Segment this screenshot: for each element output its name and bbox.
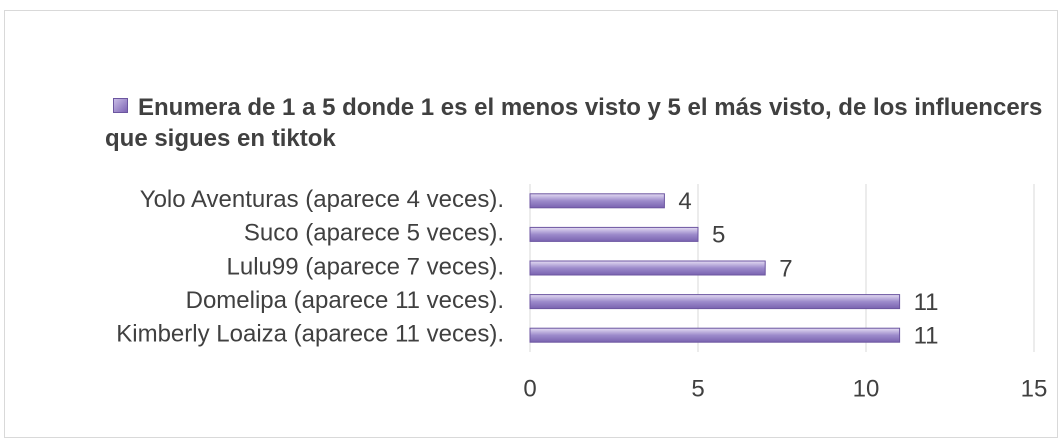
data-label: 5 [712, 222, 725, 249]
chart-frame [4, 10, 1058, 438]
bar [529, 327, 901, 343]
y-tick-label: Domelipa (aparece 11 veces). [186, 287, 504, 314]
bar [529, 260, 766, 276]
y-tick-label: Suco (aparece 5 veces). [244, 220, 504, 247]
data-label: 4 [678, 188, 691, 215]
y-tick-label: Kimberly Loaiza (aparece 11 veces). [116, 321, 504, 348]
x-tick-label: 5 [691, 375, 704, 402]
x-tick-label: 0 [523, 375, 536, 402]
data-label: 11 [914, 289, 939, 316]
chart-title-block: Enumera de 1 a 5 donde 1 es el menos vis… [105, 92, 1050, 154]
x-tick-label: 10 [853, 375, 880, 402]
data-label: 7 [779, 255, 792, 282]
y-tick-label: Yolo Aventuras (aparece 4 veces). [140, 186, 504, 213]
bar [529, 294, 901, 310]
data-label: 11 [914, 323, 939, 350]
bar [529, 226, 699, 242]
y-tick-label: Lulu99 (aparece 7 veces). [227, 253, 505, 280]
bar [529, 193, 665, 209]
x-tick-label: 15 [1021, 375, 1048, 402]
chart-title: Enumera de 1 a 5 donde 1 es el menos vis… [105, 94, 1043, 152]
legend-marker [113, 98, 128, 113]
